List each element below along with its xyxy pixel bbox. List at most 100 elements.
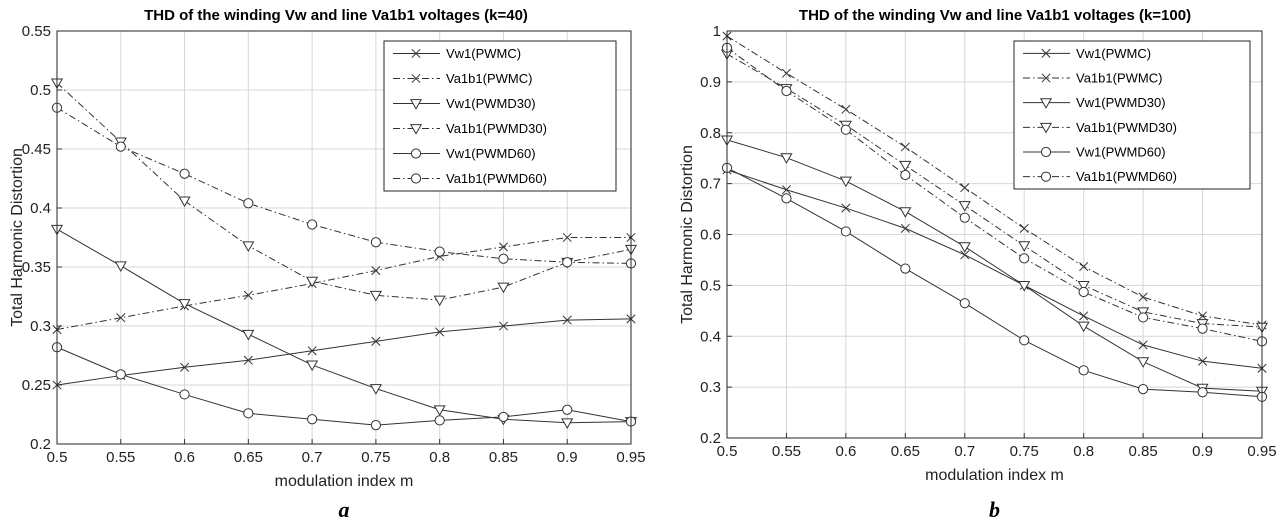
- data-point: [178, 196, 191, 208]
- x-tick-label: 0.8: [429, 449, 450, 466]
- series-3: [50, 78, 638, 307]
- data-point: [959, 212, 970, 223]
- y-tick-label: 0.6: [700, 227, 721, 244]
- series-line: [56, 318, 632, 386]
- data-point: [498, 253, 509, 264]
- data-point: [1019, 253, 1030, 264]
- series-5: [721, 42, 1268, 347]
- data-point: [959, 298, 970, 309]
- panel-label: a: [339, 497, 350, 522]
- data-point: [1018, 280, 1031, 292]
- series-1: [722, 31, 1267, 330]
- legend-label: Va1b1(PWMD30): [1076, 120, 1177, 135]
- data-point: [115, 141, 126, 152]
- data-point: [562, 404, 573, 415]
- data-point: [1078, 286, 1089, 298]
- series-2: [720, 135, 1269, 398]
- legend: Vw1(PWMC) Va1b1(PWMC) Vw1(PWMD30) Va1b1(PWM…: [1013, 40, 1251, 190]
- data-point: [781, 193, 792, 204]
- x-tick-label: 0.75: [1010, 443, 1039, 460]
- x-tick-label: 0.65: [891, 443, 920, 460]
- x-tick-label: 0.95: [616, 449, 645, 466]
- data-point: [115, 369, 126, 380]
- data-point: [434, 415, 445, 426]
- y-tick-label: 0.7: [700, 176, 721, 193]
- data-point: [306, 276, 319, 288]
- data-point: [1138, 340, 1148, 350]
- legend-label: Va1b1(PWMD60): [446, 171, 547, 186]
- data-point: [840, 124, 851, 135]
- x-tick-label: 0.7: [302, 449, 323, 466]
- y-tick-label: 0.2: [700, 430, 721, 447]
- data-point: [1137, 357, 1150, 368]
- data-point: [371, 265, 381, 276]
- series-4: [51, 342, 637, 431]
- data-point: [1138, 384, 1149, 395]
- data-point: [1077, 280, 1090, 292]
- legend-marker: [1041, 48, 1051, 58]
- legend-label: Vw1(PWMD30): [1076, 95, 1166, 110]
- series-line: [726, 47, 1263, 342]
- x-tick-label: 0.6: [174, 449, 195, 466]
- y-tick-label: 0.8: [700, 125, 721, 142]
- legend-label: Vw1(PWMD60): [1076, 145, 1166, 160]
- data-point: [841, 203, 851, 213]
- chart-title: THD of the winding Vw and line Va1b1 vol…: [799, 7, 1191, 24]
- data-point: [960, 183, 970, 193]
- data-point: [900, 142, 910, 152]
- y-tick-label: 0.25: [22, 377, 51, 394]
- data-point: [498, 411, 509, 422]
- data-point: [900, 263, 911, 274]
- x-tick-label: 0.65: [234, 449, 263, 466]
- y-tick-label: 0.45: [22, 141, 51, 158]
- legend-label: Vw1(PWMD30): [446, 96, 536, 111]
- data-point: [1138, 292, 1148, 302]
- panel-label: b: [989, 497, 1000, 522]
- data-point: [1079, 311, 1089, 321]
- data-point: [1198, 311, 1208, 321]
- legend-marker: [1039, 98, 1053, 109]
- data-point: [370, 420, 381, 431]
- data-point: [900, 223, 910, 233]
- data-point: [781, 85, 792, 97]
- series-line: [726, 53, 1263, 328]
- legend-marker: [409, 99, 423, 110]
- data-point: [180, 362, 190, 372]
- data-point: [497, 282, 510, 294]
- data-point: [178, 299, 191, 310]
- x-axis-label: modulation index m: [925, 467, 1064, 484]
- y-tick-label: 0.9: [700, 74, 721, 91]
- data-point: [899, 207, 912, 218]
- legend-label: Va1b1(PWMC): [446, 71, 532, 86]
- data-point: [242, 329, 255, 341]
- y-tick-label: 0.35: [22, 259, 51, 276]
- data-point: [1078, 365, 1089, 376]
- chart-title: THD of the winding Vw and line Va1b1 vol…: [144, 7, 528, 24]
- legend-label: Va1b1(PWMC): [1076, 71, 1162, 86]
- data-point: [243, 290, 253, 300]
- axes-frame: [56, 30, 632, 445]
- y-tick-label: 0.55: [22, 23, 51, 40]
- x-tick-label: 0.85: [1129, 443, 1158, 460]
- legend-box: [1013, 40, 1251, 190]
- legend-label: Vw1(PWMD60): [446, 146, 536, 161]
- y-tick-label: 0.5: [30, 82, 51, 99]
- x-tick-label: 0.95: [1247, 443, 1276, 460]
- x-tick-label: 0.5: [717, 443, 738, 460]
- data-point: [780, 153, 793, 164]
- data-point: [116, 313, 126, 323]
- data-point: [562, 232, 572, 243]
- x-axis-label: modulation index m: [275, 473, 414, 490]
- legend: Vw1(PWMC) Va1b1(PWMC) Vw1(PWMD30) Va1b1(PWM…: [383, 40, 617, 192]
- data-point: [369, 290, 382, 302]
- y-axis-label: Total Harmonic Distortion: [679, 145, 696, 324]
- data-point: [370, 237, 381, 248]
- x-tick-label: 0.85: [489, 449, 518, 466]
- data-point: [498, 321, 508, 331]
- y-tick-label: 0.2: [30, 436, 51, 453]
- legend-marker: [1039, 122, 1053, 134]
- data-point: [960, 250, 970, 260]
- axes-frame: [726, 30, 1263, 439]
- y-tick-label: 0.4: [30, 200, 51, 217]
- data-point: [369, 384, 382, 395]
